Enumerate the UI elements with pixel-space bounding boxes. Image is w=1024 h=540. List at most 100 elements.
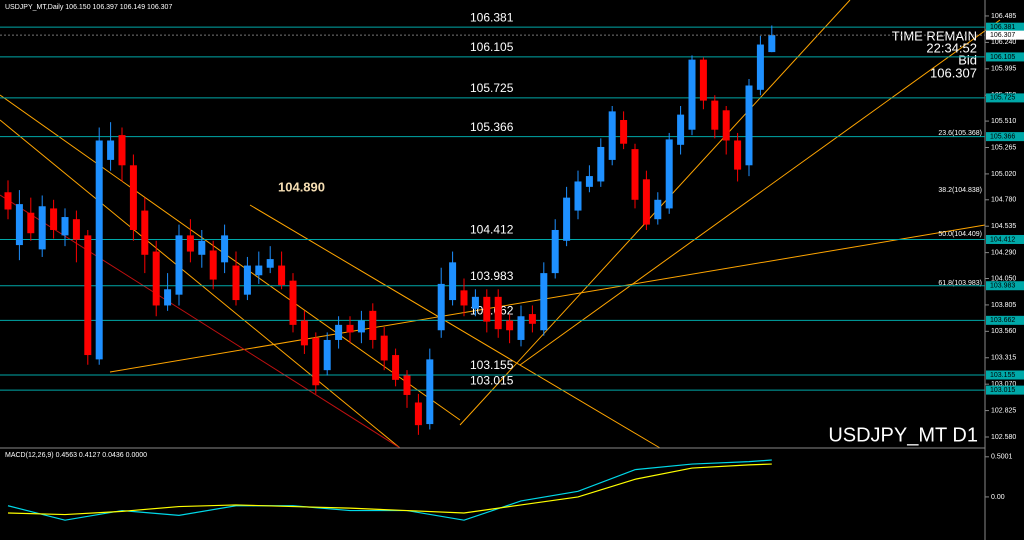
candle-body — [346, 324, 354, 333]
candle-body — [198, 240, 206, 255]
candle-body — [300, 320, 308, 346]
y-tick-label: 103.560 — [991, 328, 1016, 335]
y-tick-label: 103.805 — [991, 302, 1016, 309]
candle-body — [426, 359, 434, 425]
candle-body — [289, 280, 297, 325]
level-tag-label: 103.662 — [990, 317, 1015, 324]
candle-body — [574, 181, 582, 211]
y-tick-label: 103.315 — [991, 355, 1016, 362]
annotation: 104.890 — [278, 179, 325, 194]
candle-body — [38, 206, 46, 250]
candle-body — [107, 140, 115, 160]
candle-body — [471, 296, 479, 309]
fib-label: 23.6(105.368) — [938, 130, 982, 137]
level-tag-label: 103.155 — [990, 372, 1015, 379]
candle-body — [357, 320, 365, 333]
candle-body — [335, 324, 343, 340]
fib-label: 38.2(104.838) — [938, 187, 982, 194]
candle-body — [608, 111, 616, 160]
level-label: 105.366 — [470, 120, 514, 134]
fib-label: 50.0(104.409) — [938, 231, 982, 238]
candle-body — [129, 165, 137, 230]
info-time-label: TIME REMAIN — [892, 28, 977, 43]
level-tag — [986, 52, 1024, 62]
candle-body — [278, 265, 286, 285]
candle-body — [72, 219, 80, 240]
candle-body — [494, 296, 502, 330]
candle-body — [61, 217, 69, 236]
candle-body — [152, 251, 160, 306]
candle-body — [414, 402, 422, 426]
candle-body — [4, 192, 12, 210]
level-label: 106.381 — [470, 10, 514, 24]
candle-body — [118, 135, 126, 166]
y-tick-label: 0.00 — [991, 494, 1005, 501]
candle-body — [255, 265, 263, 276]
level-tag — [986, 132, 1024, 142]
level-label: 103.983 — [470, 269, 514, 283]
level-label: 103.155 — [470, 358, 514, 372]
level-tag — [986, 370, 1024, 380]
y-tick-label: 105.995 — [991, 66, 1016, 73]
candle-body — [369, 310, 377, 340]
candle-body — [528, 314, 536, 324]
trendline-red — [0, 194, 401, 449]
candle-body — [688, 59, 696, 130]
y-tick-label: 102.825 — [991, 407, 1016, 414]
y-tick-label: 0.5001 — [991, 454, 1013, 461]
candle-body — [540, 273, 548, 331]
candle-body — [392, 355, 400, 380]
chart-header: USDJPY_MT,Daily 106.150 106.397 106.149 … — [5, 4, 172, 11]
y-tick-label: 103.070 — [991, 381, 1016, 388]
level-tag-label: 106.381 — [990, 24, 1015, 31]
candle-body — [654, 199, 662, 220]
candle-body — [243, 265, 251, 295]
candle-body — [551, 229, 559, 274]
candle-body — [722, 110, 730, 141]
y-tick-label: 104.290 — [991, 249, 1016, 256]
candle-body — [460, 290, 468, 306]
candle-body — [312, 337, 320, 386]
price-tag — [986, 30, 1024, 40]
y-tick-label: 105.265 — [991, 144, 1016, 151]
level-label: 104.412 — [470, 223, 514, 237]
candle-body — [563, 197, 571, 241]
candle-body — [449, 262, 457, 301]
level-tag-label: 106.105 — [990, 54, 1015, 61]
candle-body — [15, 204, 23, 246]
candle-body — [677, 114, 685, 145]
candle-body — [50, 208, 58, 230]
level-tag — [986, 385, 1024, 395]
candle-body — [232, 265, 240, 301]
level-label: 106.105 — [470, 40, 514, 54]
candle-body — [380, 335, 388, 361]
level-label: 103.015 — [470, 373, 514, 387]
level-tag — [986, 93, 1024, 103]
level-tag — [986, 234, 1024, 244]
y-tick-label: 105.020 — [991, 171, 1016, 178]
y-tick-label: 105.510 — [991, 118, 1016, 125]
candle-body — [506, 320, 514, 331]
candle-body — [665, 139, 673, 209]
candle-body — [175, 235, 183, 295]
level-tag-label: 105.725 — [990, 95, 1015, 102]
candle-body — [699, 59, 707, 101]
candle-body — [711, 100, 719, 130]
candle-body — [84, 235, 92, 356]
candle-body — [642, 179, 650, 225]
candle-body — [437, 283, 445, 331]
candle-body — [631, 149, 639, 200]
fib-label: 61.8(103.983) — [938, 280, 982, 287]
level-tag-label: 104.412 — [990, 236, 1015, 243]
level-tag — [986, 281, 1024, 291]
candle-body — [756, 44, 764, 90]
candle-body — [221, 235, 229, 263]
candle-body — [620, 120, 628, 144]
candle-body — [734, 140, 742, 170]
candle-body — [95, 140, 103, 360]
level-label: 103.662 — [470, 304, 514, 318]
y-tick-label: 104.535 — [991, 223, 1016, 230]
candle-body — [517, 316, 525, 340]
macd-line — [7, 463, 772, 516]
